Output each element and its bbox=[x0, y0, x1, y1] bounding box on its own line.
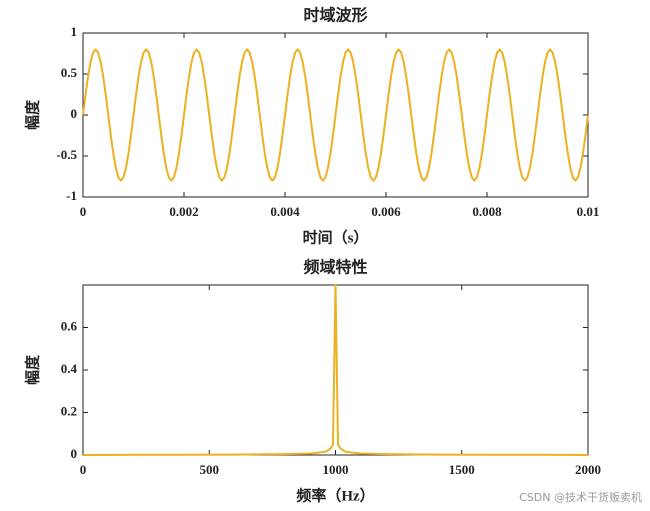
y-axis-label: 幅度 bbox=[23, 354, 41, 385]
y-tick-label: 1 bbox=[71, 24, 78, 39]
y-tick-label: 0.2 bbox=[61, 403, 77, 418]
x-tick-label: 1500 bbox=[449, 462, 475, 477]
y-tick-label: 0 bbox=[71, 106, 78, 121]
x-tick-label: 0.004 bbox=[270, 204, 300, 219]
x-axis-label: 时间（s） bbox=[303, 228, 369, 246]
y-tick-label: 0.5 bbox=[61, 65, 78, 80]
data-line bbox=[82, 284, 589, 456]
y-tick-label: 0 bbox=[71, 446, 78, 461]
x-axis-label: 频率（Hz） bbox=[296, 486, 374, 504]
y-tick-label: 0.6 bbox=[61, 318, 78, 333]
x-tick-label: 0.002 bbox=[169, 204, 198, 219]
y-tick-label: -0.5 bbox=[56, 147, 77, 162]
chart-title: 频域特性 bbox=[303, 258, 367, 277]
x-tick-label: 1000 bbox=[323, 462, 349, 477]
x-tick-label: 0.008 bbox=[472, 204, 502, 219]
x-tick-label: 0.01 bbox=[577, 204, 600, 219]
chart-title: 时域波形 bbox=[303, 6, 367, 25]
x-tick-label: 0 bbox=[80, 462, 87, 477]
x-tick-label: 2000 bbox=[575, 462, 601, 477]
data-line bbox=[82, 48, 589, 182]
y-tick-label: 0.4 bbox=[61, 361, 78, 376]
y-axis-label: 幅度 bbox=[23, 99, 41, 130]
watermark: CSDN @技术干货贩卖机 bbox=[519, 490, 642, 504]
x-tick-label: 0.006 bbox=[371, 204, 401, 219]
x-tick-label: 0 bbox=[80, 204, 87, 219]
x-tick-label: 500 bbox=[200, 462, 220, 477]
y-tick-label: -1 bbox=[66, 188, 77, 203]
